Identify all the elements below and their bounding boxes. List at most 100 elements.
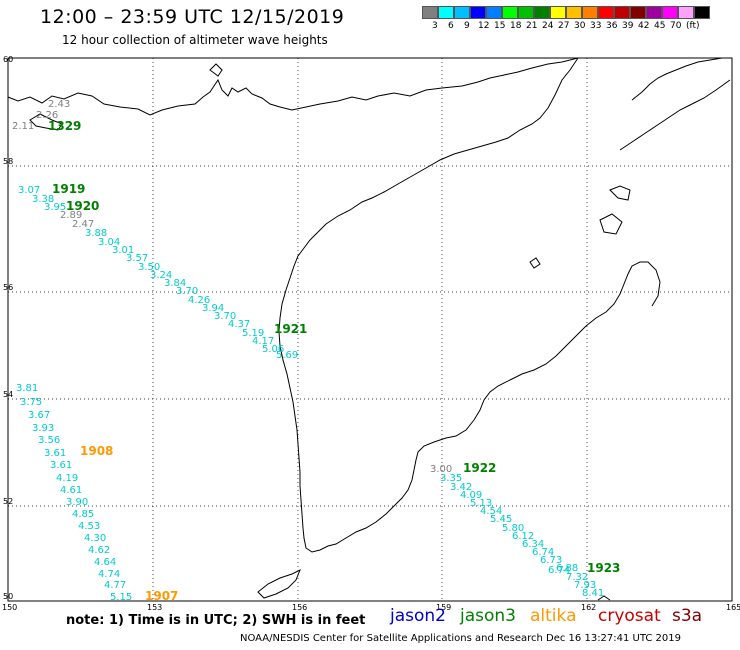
- legend-label: (ft): [686, 21, 700, 31]
- wave-height-value: 2.43: [48, 99, 70, 110]
- legend-swatch: [534, 6, 550, 19]
- lon-tick-label: 159: [436, 603, 451, 612]
- wave-height-value: 2.47: [72, 219, 94, 230]
- legend-labels: 3 6 9 12 15 18 21 24 27 30 33 36 39 42 45 70 (ft): [422, 19, 740, 33]
- legend-label: 39: [622, 21, 634, 31]
- legend-label: 21: [526, 21, 538, 31]
- legend-label: 15: [494, 21, 506, 31]
- wave-height-value: 3.04: [98, 237, 120, 248]
- credit-line: NOAA/NESDIS Center for Satellite Applica…: [240, 633, 682, 644]
- pass-time-label: 1922: [463, 461, 496, 475]
- pass-time-label: 1908: [80, 444, 113, 458]
- lat-tick-label: 60: [3, 55, 13, 64]
- wave-height-value: 3.50: [138, 262, 160, 273]
- lat-tick-label: 52: [3, 497, 13, 506]
- wave-height-value: 3.67: [28, 410, 50, 421]
- lon-tick-label: 165: [726, 603, 740, 612]
- wave-height-value: 5.06: [262, 344, 284, 355]
- wave-height-value: 4.09: [460, 490, 482, 501]
- wave-height-value: 2.26: [36, 110, 58, 121]
- wave-height-value: 5.45: [490, 514, 512, 525]
- wave-height-value: 3.84: [164, 278, 186, 289]
- wave-height-value: 5.69: [276, 350, 298, 361]
- legend-swatch: [470, 6, 486, 19]
- wave-height-value: 4.62: [88, 545, 110, 556]
- wave-height-value: 7.93: [574, 580, 596, 591]
- wave-height-value: 4.61: [60, 485, 82, 496]
- pass-time-label: 1920: [66, 199, 99, 213]
- color-legend: 3 6 9 12 15 18 21 24 27 30 33 36 39 42 45 70 (ft): [422, 6, 740, 33]
- wave-height-value: 3.75: [20, 397, 42, 408]
- wave-height-value: 3.88: [85, 228, 107, 239]
- wave-height-labels: 2.432.262.11 1329 3.073.383.95 1919 2.892.47…: [12, 99, 620, 603]
- satellite-altika: altika: [530, 606, 577, 626]
- pass-time-label: 1921: [274, 322, 307, 336]
- wave-height-value: 3.38: [32, 194, 54, 205]
- wave-height-value: 3.56: [38, 435, 60, 446]
- legend-swatch: [502, 6, 518, 19]
- lon-tick-label: 156: [292, 603, 307, 612]
- wave-height-value: 3.61: [44, 448, 66, 459]
- wave-height-value: 4.64: [94, 557, 116, 568]
- legend-swatch: [422, 6, 438, 19]
- wave-height-value: 4.26: [188, 295, 210, 306]
- wave-height-value: 5.19: [242, 328, 264, 339]
- map-frame: [7, 57, 733, 602]
- wave-height-value: 4.74: [98, 569, 120, 580]
- wave-height-value: 3.61: [50, 460, 72, 471]
- legend-label: 70: [670, 21, 682, 31]
- satellite-jason2: jason2: [390, 606, 446, 626]
- wave-height-value: 3.42: [450, 482, 472, 493]
- legend-swatch: [614, 6, 630, 19]
- wave-height-value: 2.89: [60, 210, 82, 221]
- wave-height-value: 3.01: [112, 245, 134, 256]
- wave-height-value: 6.12: [512, 531, 534, 542]
- lat-tick-label: 50: [3, 592, 13, 601]
- legend-swatch: [678, 6, 694, 19]
- page-subtitle: 12 hour collection of altimeter wave hei…: [62, 33, 328, 47]
- wave-height-value: 3.35: [440, 473, 462, 484]
- pass-time-label: 1329: [48, 119, 81, 133]
- wave-height-value: 6.73: [540, 555, 562, 566]
- wave-height-value: 3.00: [430, 464, 452, 475]
- legend-swatch: [518, 6, 534, 19]
- wave-height-value: 5.13: [470, 498, 492, 509]
- lon-tick-label: 150: [2, 603, 17, 612]
- wave-height-value: 3.70: [214, 311, 236, 322]
- footer-note: note: 1) Time is in UTC; 2) SWH is in fe…: [66, 613, 366, 628]
- wave-height-value: 6.74: [548, 565, 570, 576]
- graticule: [8, 58, 732, 601]
- legend-label: 24: [542, 21, 554, 31]
- legend-label: 30: [574, 21, 586, 31]
- pass-time-label: 1923: [587, 561, 620, 575]
- wave-height-value: 5.80: [502, 523, 524, 534]
- legend-label: 12: [478, 21, 490, 31]
- lon-tick-label: 162: [581, 603, 596, 612]
- satellite-jason3: jason3: [460, 606, 516, 626]
- wave-height-value: 4.19: [56, 473, 78, 484]
- coastline: [7, 57, 731, 601]
- wave-height-value: 3.95: [44, 202, 66, 213]
- axis-tick-labels: 150 153 156 159 162 165 60 58 56 54 52 50: [2, 55, 740, 612]
- wave-height-value: 6.34: [522, 539, 544, 550]
- wave-height-value: 4.85: [72, 509, 94, 520]
- wave-height-value: 3.24: [150, 270, 172, 281]
- lat-tick-label: 56: [3, 283, 13, 292]
- page-title: 12:00 – 23:59 UTC 12/15/2019: [40, 6, 345, 28]
- legend-swatches: [422, 6, 740, 19]
- pass-time-label: 1919: [52, 182, 85, 196]
- wave-height-value: 2.11: [12, 121, 34, 132]
- wave-height-value: 6.88: [556, 563, 578, 574]
- legend-label: 3: [432, 21, 438, 31]
- satellite-cryosat: cryosat: [598, 606, 661, 626]
- wave-height-value: 3.94: [202, 303, 224, 314]
- wave-height-value: 3.93: [32, 423, 54, 434]
- legend-swatch: [662, 6, 678, 19]
- legend-label: 33: [590, 21, 602, 31]
- legend-label: 42: [638, 21, 650, 31]
- legend-label: 6: [448, 21, 454, 31]
- legend-swatch: [582, 6, 598, 19]
- legend-swatch: [438, 6, 454, 19]
- wave-height-value: 7.32: [566, 572, 588, 583]
